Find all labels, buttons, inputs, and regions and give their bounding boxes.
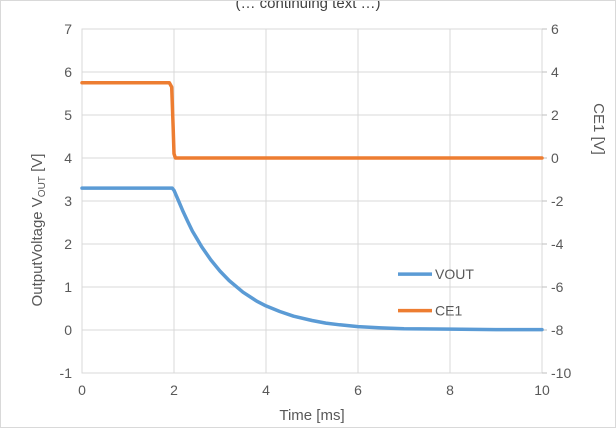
y-axis-left: -1 0 1 2 3 4 5 6 7: [60, 21, 73, 381]
y-left-tick-label: 7: [64, 21, 72, 37]
y-axis-left-label-suffix: [V]: [29, 154, 46, 177]
x-tick-label: 10: [534, 382, 550, 398]
y-right-tick-label: 4: [551, 64, 559, 80]
y-axis-right: -10 -8 -6 -4 -2 0 2 4 6: [542, 21, 571, 381]
y-left-tick-label: 4: [64, 150, 72, 166]
x-tick-label: 4: [262, 382, 270, 398]
y-axis-right-label: CE1 [V]: [590, 103, 607, 155]
x-tick-label: 2: [170, 382, 178, 398]
y-right-tick-label: 0: [551, 150, 559, 166]
y-right-tick-label: -6: [551, 279, 564, 295]
y-left-tick-label: 5: [64, 107, 72, 123]
y-left-tick-label: 3: [64, 193, 72, 209]
series-line-ce1: [80, 81, 544, 160]
x-axis: 0 2 4 6 8 10: [78, 382, 550, 398]
y-axis-left-label-prefix: OutputVoltage V: [29, 197, 46, 306]
y-right-tick-label: -4: [551, 236, 564, 252]
chart-title: (… continuing text …): [235, 1, 380, 12]
x-tick-label: 6: [354, 382, 362, 398]
y-right-tick-label: -10: [551, 365, 571, 381]
y-right-tick-label: -2: [551, 193, 564, 209]
y-right-tick-label: 6: [551, 21, 559, 37]
y-left-tick-label: -1: [60, 365, 73, 381]
legend-label-ce1: CE1: [435, 303, 462, 319]
y-left-tick-label: 1: [64, 279, 72, 295]
y-axis-left-label-subscript: OUT: [37, 176, 48, 197]
y-axis-left-label: OutputVoltage VOUT [V]: [29, 154, 48, 307]
x-tick-label: 0: [78, 382, 86, 398]
x-tick-label: 8: [446, 382, 454, 398]
series-layer: [80, 81, 544, 332]
series-line-vout: [80, 186, 544, 332]
legend: VOUT CE1: [398, 266, 474, 319]
y-right-tick-label: -8: [551, 322, 564, 338]
y-right-tick-label: 2: [551, 107, 559, 123]
x-axis-label: Time [ms]: [279, 407, 344, 424]
legend-label-vout: VOUT: [435, 266, 474, 282]
y-left-tick-label: 6: [64, 64, 72, 80]
y-left-tick-label: 0: [64, 322, 72, 338]
y-left-tick-label: 2: [64, 236, 72, 252]
